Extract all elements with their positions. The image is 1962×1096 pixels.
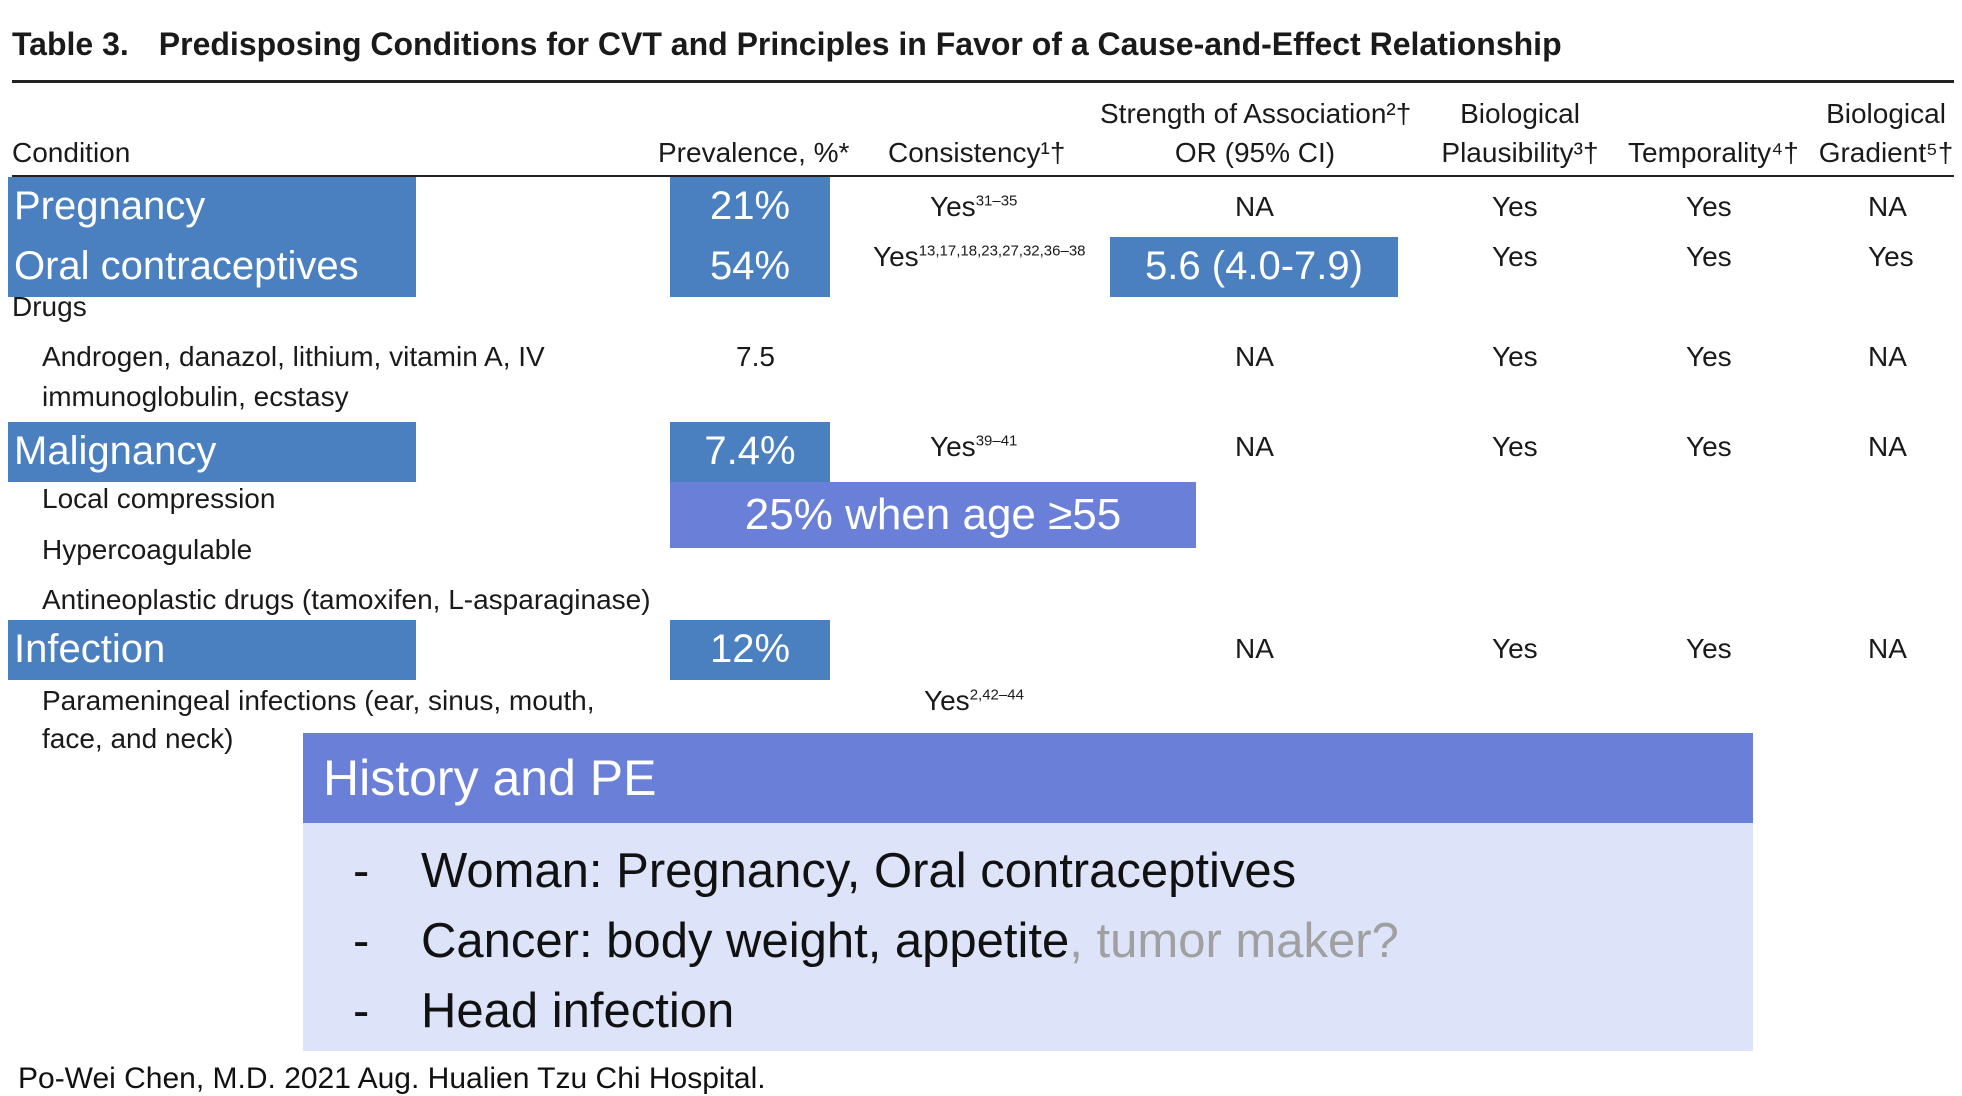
table-title: Table 3. Predisposing Conditions for CVT …: [12, 26, 1562, 63]
prevalence-infection: 12%: [670, 620, 830, 680]
plausibility-malignancy: Yes: [1492, 431, 1538, 462]
consistency-parameningeal: Yes2,42–44: [924, 684, 1024, 718]
prevalence-pregnancy: 21%: [670, 177, 830, 237]
consistency-value: Yes: [924, 685, 970, 716]
bullet-dash: -: [353, 984, 370, 1038]
header-strength: Strength of Association²† OR (95% CI): [1100, 94, 1412, 172]
gradient-androgen: NA: [1868, 341, 1907, 372]
header-plausibility: Biological Plausibility³†: [1430, 94, 1610, 172]
condition-parameningeal-line1: Parameningeal infections (ear, sinus, mo…: [42, 685, 595, 716]
strength-androgen: NA: [1235, 341, 1274, 372]
bullet-woman: - Woman: Pregnancy, Oral contraceptives: [353, 843, 1733, 903]
plausibility-infection: Yes: [1492, 633, 1538, 664]
header-temporality: Temporality⁴†: [1628, 137, 1799, 168]
gradient-oral-contraceptives: Yes: [1868, 241, 1914, 272]
table-number: Table 3.: [12, 26, 129, 62]
plausibility-androgen: Yes: [1492, 341, 1538, 372]
reference-superscript: 13,17,18,23,27,32,36–38: [918, 242, 1086, 260]
condition-pregnancy: Pregnancy: [8, 177, 416, 237]
bullet-head-infection: - Head infection: [353, 983, 1733, 1043]
history-pe-panel: - Woman: Pregnancy, Oral contraceptives …: [303, 823, 1753, 1051]
gradient-infection: NA: [1868, 633, 1907, 664]
condition-androgen-line2: immunoglobulin, ecstasy: [42, 381, 349, 412]
condition-oral-contraceptives: Oral contraceptives: [8, 237, 416, 297]
bullet-text: Woman: Pregnancy, Oral contraceptives: [421, 844, 1297, 898]
header-strength-line1: Strength of Association²†: [1100, 98, 1412, 129]
reference-superscript: 31–35: [975, 192, 1018, 210]
prevalence-malignancy: 7.4%: [670, 422, 830, 482]
reference-superscript: 2,42–44: [969, 686, 1024, 704]
temporality-oral-contraceptives: Yes: [1686, 241, 1732, 272]
header-gradient: Biological Gradient⁵†: [1816, 94, 1956, 172]
consistency-oral-contraceptives: Yes13,17,18,23,27,32,36–38: [873, 240, 1086, 274]
table-caption: Predisposing Conditions for CVT and Prin…: [158, 26, 1562, 62]
history-pe-heading: History and PE: [303, 733, 1753, 823]
condition-parameningeal-line2: face, and neck): [42, 723, 234, 754]
footer-credit: Po-Wei Chen, M.D. 2021 Aug. Hualien Tzu …: [18, 1062, 766, 1095]
condition-local-compression: Local compression: [42, 483, 276, 514]
prevalence-androgen: 7.5: [736, 341, 775, 372]
condition-malignancy: Malignancy: [8, 422, 416, 482]
consistency-value: Yes: [930, 191, 976, 222]
header-consistency: Consistency¹†: [888, 137, 1066, 168]
header-rule: [12, 175, 1954, 177]
consistency-malignancy: Yes39–41: [930, 430, 1017, 464]
bullet-cancer: - Cancer: body weight, appetite, tumor m…: [353, 913, 1733, 973]
header-prevalence: Prevalence, %*: [658, 137, 850, 168]
consistency-value: Yes: [873, 241, 919, 272]
strength-pregnancy: NA: [1235, 191, 1274, 222]
header-condition: Condition: [12, 137, 131, 168]
strength-oral-contraceptives: 5.6 (4.0-7.9): [1110, 237, 1398, 297]
plausibility-pregnancy: Yes: [1492, 191, 1538, 222]
strength-malignancy: NA: [1235, 431, 1274, 462]
condition-infection: Infection: [8, 620, 416, 680]
gradient-pregnancy: NA: [1868, 191, 1907, 222]
consistency-pregnancy: Yes31–35: [930, 190, 1017, 224]
plausibility-oral-contraceptives: Yes: [1492, 241, 1538, 272]
top-rule: [12, 80, 1954, 83]
bullet-text: Head infection: [421, 984, 735, 1038]
age-note-highlight: 25% when age ≥55: [670, 482, 1196, 548]
header-plausibility-line1: Biological: [1460, 98, 1580, 129]
reference-superscript: 39–41: [975, 432, 1018, 450]
header-gradient-line2: Gradient⁵†: [1818, 137, 1954, 168]
bullet-text-wrap: Cancer: body weight, appetite, tumor mak…: [421, 913, 1399, 969]
temporality-infection: Yes: [1686, 633, 1732, 664]
condition-drugs: Drugs: [12, 291, 87, 322]
condition-hypercoagulable: Hypercoagulable: [42, 534, 253, 565]
condition-antineoplastic-drugs: Antineoplastic drugs (tamoxifen, L-aspar…: [42, 584, 651, 615]
strength-infection: NA: [1235, 633, 1274, 664]
gradient-malignancy: NA: [1868, 431, 1907, 462]
bullet-text: Cancer: body weight, appetite: [421, 914, 1070, 968]
header-plausibility-line2: Plausibility³†: [1441, 137, 1599, 168]
consistency-value: Yes: [930, 431, 976, 462]
prevalence-oral-contraceptives: 54%: [670, 237, 830, 297]
header-gradient-line1: Biological: [1826, 98, 1946, 129]
bullet-dash: -: [353, 914, 370, 968]
header-strength-line2: OR (95% CI): [1174, 137, 1336, 168]
temporality-androgen: Yes: [1686, 341, 1732, 372]
temporality-pregnancy: Yes: [1686, 191, 1732, 222]
temporality-malignancy: Yes: [1686, 431, 1732, 462]
condition-androgen-line1: Androgen, danazol, lithium, vitamin A, I…: [42, 341, 545, 372]
bullet-muted-text: , tumor maker?: [1069, 914, 1399, 968]
bullet-dash: -: [353, 844, 370, 898]
